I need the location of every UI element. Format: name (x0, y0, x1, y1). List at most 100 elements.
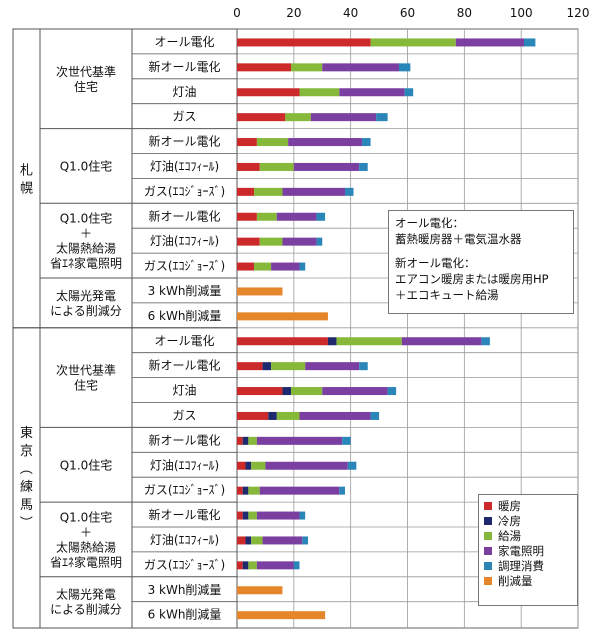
group-label: 太陽光発電 (56, 288, 116, 303)
bar-segment (256, 436, 343, 445)
row-label: 灯油(ｴｺﾌｨｰﾙ) (150, 159, 219, 173)
bar-segment (245, 536, 252, 545)
row-label: オール電化 (154, 334, 214, 348)
row-label: ガス(ｴｺｼﾞｮｰｽﾞ) (144, 259, 225, 273)
x-tick-label: 80 (457, 6, 472, 20)
group-label: 住宅 (74, 79, 98, 94)
bar-segment (237, 411, 269, 420)
legend-swatch (484, 546, 492, 555)
annotation-line: 新オール電化： (395, 256, 476, 270)
bar-segment (237, 162, 260, 171)
region-label-char: 札 (20, 163, 33, 178)
bar-segment (237, 262, 255, 271)
annotation-line: オール電化： (395, 216, 464, 230)
region-label-char: ） (18, 516, 33, 529)
row-label: 新オール電化 (148, 507, 220, 522)
legend-label: 家電照明 (498, 543, 544, 558)
bar-segment (398, 63, 411, 72)
annotation-line: エアコン暖房または暖房用HP (395, 272, 549, 286)
bar-segment (237, 536, 246, 545)
bar-segment (285, 113, 311, 122)
bar-segment (256, 511, 300, 520)
bar-segment (237, 138, 257, 147)
bar-segment (237, 561, 243, 570)
bar-segment (242, 486, 249, 495)
bar-segment (276, 411, 300, 420)
group-label: ＋ (80, 227, 92, 241)
legend-label: 冷房 (498, 513, 521, 528)
bar-segment (299, 262, 306, 271)
legend-item: 給湯 (484, 528, 572, 543)
bar-segment (342, 436, 351, 445)
group-label: 省ｴﾈ家電照明 (50, 554, 122, 569)
group-label: 省ｴﾈ家電照明 (50, 256, 122, 271)
bar-segment (237, 586, 283, 595)
row-label: 3 kWh削減量 (148, 582, 222, 597)
group-label: 次世代基準 (56, 363, 116, 378)
bar-segment (237, 362, 263, 371)
bar-segment (376, 113, 388, 122)
bar-segment (248, 511, 257, 520)
bar-segment (237, 88, 300, 97)
bar-segment (254, 187, 283, 196)
annotation-box: オール電化： 蓄熱暖房器＋電気温水器 新オール電化： エアコン暖房または暖房用H… (388, 210, 574, 314)
bar-segment (362, 138, 371, 147)
bar-segment (262, 536, 303, 545)
bar-segment (299, 88, 340, 97)
row-label: ガス(ｴｺｼﾞｮｰｽﾞ) (144, 184, 225, 198)
bar-segment (259, 237, 283, 246)
legend-item: 暖房 (484, 498, 572, 513)
region-label-char: （ (18, 462, 33, 475)
bar-segment (242, 561, 249, 570)
annotation-line: ＋エコキュート給湯 (395, 288, 499, 302)
bar-segment (245, 461, 252, 470)
row-label: ガス(ｴｺｼﾞｮｰｽﾞ) (144, 558, 225, 572)
bar-segment (293, 162, 360, 171)
bar-segment (251, 536, 263, 545)
group-label: 太陽熱給湯 (56, 539, 116, 554)
bar-segment (387, 387, 397, 396)
bar-segment (276, 212, 317, 221)
bar-segment (347, 461, 357, 470)
bar-segment (254, 262, 272, 271)
legend-swatch (484, 501, 492, 510)
row-label: 灯油 (172, 384, 196, 398)
group-label: による削減分 (50, 303, 122, 318)
bar-segment (290, 63, 323, 72)
row-label: 6 kWh削減量 (148, 308, 222, 323)
bar-segment (256, 138, 289, 147)
region-label-char: 幌 (20, 180, 33, 196)
legend-item: 家電照明 (484, 543, 572, 558)
bar-segment (248, 486, 260, 495)
bar-segment (299, 411, 371, 420)
x-tick-label: 100 (510, 6, 533, 20)
bar-segment (288, 138, 363, 147)
row-label: 6 kWh削減量 (148, 607, 222, 622)
legend: 暖房 冷房 給湯 家電照明 調理消費 削減量 (478, 494, 578, 606)
row-label: 新オール電化 (148, 358, 220, 373)
group-label: Q1.0住宅 (60, 509, 113, 524)
bar-segment (237, 312, 328, 321)
bar-segment (344, 187, 354, 196)
bar-segment (242, 436, 249, 445)
bar-segment (290, 387, 323, 396)
bar-segment (237, 436, 243, 445)
bar-segment (237, 113, 286, 122)
row-label: 新オール電化 (148, 432, 220, 447)
row-label: オール電化 (154, 35, 214, 49)
legend-swatch (484, 576, 492, 585)
bar-segment (336, 337, 402, 346)
bar-segment (237, 387, 283, 396)
bar-segment (302, 536, 309, 545)
row-label: 灯油(ｴｺﾌｨｰﾙ) (150, 533, 219, 547)
x-tick-label: 60 (400, 6, 415, 20)
group-label: による削減分 (50, 602, 122, 617)
legend-label: 調理消費 (498, 558, 544, 573)
legend-label: 削減量 (498, 573, 533, 588)
group-label: 太陽光発電 (56, 587, 116, 602)
bar-segment (268, 411, 277, 420)
bar-segment (262, 362, 272, 371)
region-label-char: 京 (20, 444, 33, 459)
region-label-char: 馬 (20, 498, 33, 513)
bar-segment (282, 187, 345, 196)
